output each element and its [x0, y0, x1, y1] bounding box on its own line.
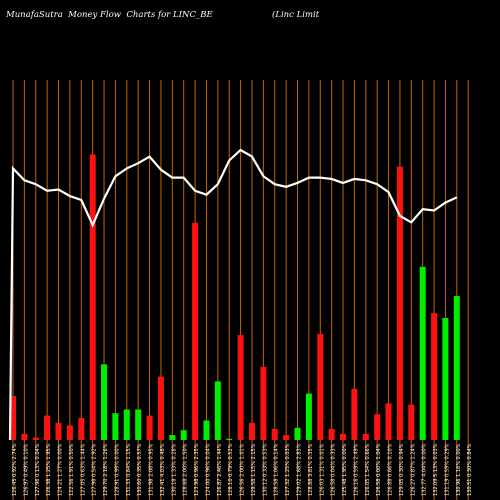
x-tick-label: 126.56 2.00% 1.01%	[240, 443, 246, 496]
x-tick-label: 126.87 2.46% 1.44%	[217, 443, 223, 496]
volume-bar	[305, 393, 312, 440]
volume-bar	[157, 376, 164, 440]
chart-title: MunafaSutra Money Flow Charts for LINC_B…	[6, 10, 213, 20]
volume-bar	[294, 427, 301, 440]
volume-bar	[44, 415, 51, 440]
x-tick-label: 129.70 2.18% 1.26%	[103, 443, 109, 496]
x-tick-label: 128.10 0.79% 0.52%	[228, 443, 234, 496]
x-tick-label: 128.68 2.00% 1.50%	[183, 443, 189, 496]
x-axis-labels: 126.45 0.92% 2.74% 126.97 0.49% 0.10% 127.…	[12, 443, 473, 496]
volume-bar	[203, 420, 210, 440]
x-tick-label: 130.18 1.33% 0.28%	[171, 443, 177, 496]
x-tick-label: 127.96 0.13% 0.04%	[35, 443, 41, 496]
price-line	[8, 148, 458, 441]
volume-bar	[385, 403, 392, 440]
x-tick-label: 130.96 1.16% 0.00%	[456, 443, 462, 496]
volume-bar	[260, 366, 267, 440]
volume-bar	[21, 433, 28, 440]
volume-bar	[396, 166, 403, 440]
x-tick-label: 132.41 4.03% 0.48%	[160, 443, 166, 496]
volume-bar	[66, 425, 73, 440]
volume-bar	[89, 154, 96, 440]
x-tick-label: 126.03 1.31% 0.01%	[319, 443, 325, 496]
volume-bar	[419, 266, 426, 440]
x-tick-label: 124.21 1.27% 0.00%	[58, 443, 64, 496]
volume-bar	[328, 429, 335, 440]
x-tick-label: 129.02 1.68% 2.83%	[297, 443, 303, 496]
x-tick-label: 126.16 0.59% 2.49%	[353, 443, 359, 496]
volume-bar	[192, 222, 199, 440]
x-tick-label: 127.98 0.54% 2.92%	[92, 443, 98, 496]
chart-company-name: (Linc Limit	[272, 10, 320, 20]
volume-bar	[351, 388, 358, 440]
volume-bar	[431, 313, 438, 440]
volume-bar	[135, 409, 142, 440]
x-tick-label: 128.58 1.06% 0.14%	[274, 443, 280, 496]
volume-bar	[362, 433, 369, 440]
volume-bar	[283, 435, 290, 440]
x-tick-label: 127.05 0.63% 1.44%	[80, 443, 86, 496]
volume-bar	[453, 296, 460, 440]
volume-bar	[214, 381, 221, 440]
x-tick-label: 126.05 1.54% 0.66%	[365, 443, 371, 496]
x-tick-label: 122.56 1.91% 0.50%	[69, 443, 75, 496]
volume-bar	[78, 418, 85, 440]
x-tick-label: 126.97 0.49% 0.10%	[23, 443, 29, 496]
x-tick-label: 128.88 3.81% 0.35%	[308, 443, 314, 496]
x-tick-label: 131.33 0.64% 1.15%	[126, 443, 132, 496]
volume-bar	[101, 364, 107, 440]
volume-bar	[180, 430, 187, 440]
x-tick-label: 126.58 0.04% 0.33%	[331, 443, 337, 496]
volume-bar	[32, 437, 39, 440]
volume-bars	[10, 154, 460, 440]
volume-bar	[408, 404, 415, 440]
x-tick-label: 126.45 0.92% 2.74%	[12, 443, 18, 496]
volume-bar	[340, 433, 346, 440]
volume-bar	[226, 438, 233, 440]
x-tick-label: 130.12 0.33% 0.53%	[262, 443, 268, 496]
volume-bar	[55, 422, 62, 440]
x-tick-label: 130.51 0.30% 0.84%	[467, 443, 473, 496]
volume-bar	[442, 318, 449, 440]
x-tick-label: 124.00 0.96% 0.04%	[205, 443, 211, 496]
x-tick-label: 125.48 1.95% 0.00%	[342, 443, 348, 496]
x-tick-label: 130.60 0.35% 0.57%	[137, 443, 143, 496]
volume-bar	[271, 429, 278, 440]
volume-bar	[112, 413, 119, 440]
x-tick-label: 128.91 0.99% 0.00%	[114, 443, 120, 496]
volume-bar	[169, 435, 176, 440]
x-tick-label: 129.58 1.15% 2.15%	[251, 443, 257, 496]
x-tick-label: 129.05 0.30% 0.94%	[399, 443, 405, 496]
volume-bar	[237, 335, 244, 440]
x-tick-label: 131.19 0.59% 0.29%	[444, 443, 450, 496]
volume-bar	[249, 422, 255, 440]
x-tick-label: 132.77 4.04% 0.00%	[422, 443, 428, 496]
x-tick-label: 126.27 0.87% 1.24%	[410, 443, 416, 496]
x-tick-label: 126.38 1.25% 1.95%	[46, 443, 52, 496]
x-tick-label: 123.98 0.96% 2.35%	[194, 443, 200, 496]
volume-bar	[317, 333, 324, 440]
x-tick-label: 126.88 0.66% 0.10%	[388, 443, 394, 496]
volume-bar	[10, 396, 16, 440]
volume-bar	[146, 415, 153, 440]
x-tick-label: 126.58 0.00% 1.04%	[376, 443, 382, 496]
volume-bar	[374, 414, 381, 440]
x-tick-label: 127.32 1.25% 0.03%	[285, 443, 291, 496]
volume-bar	[123, 409, 130, 440]
x-tick-label: 132.09 5.13% 0.03%	[433, 443, 439, 496]
x-tick-label: 131.98 2.08% 0.95%	[149, 443, 155, 496]
